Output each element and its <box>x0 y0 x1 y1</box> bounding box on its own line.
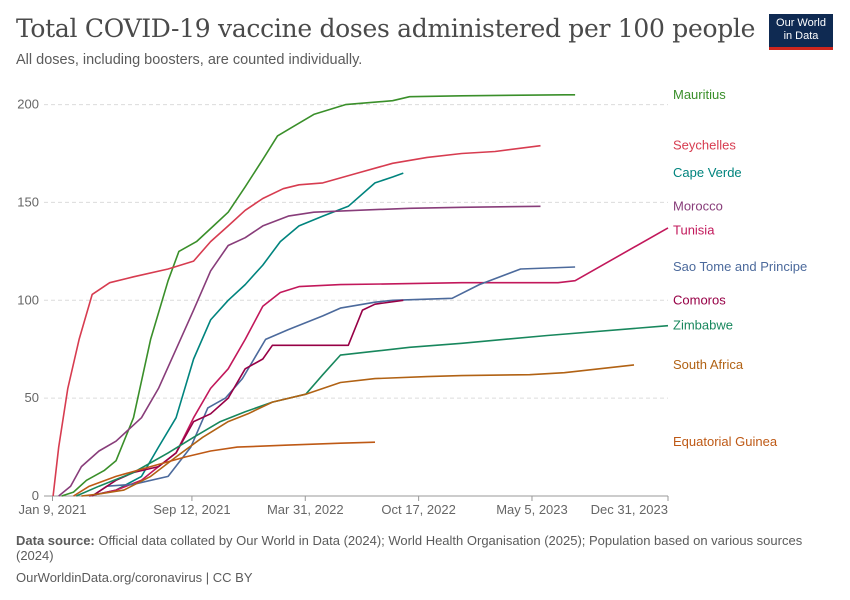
chart-subtitle: All doses, including boosters, are count… <box>16 52 363 68</box>
series-line-equatorial-guinea <box>73 441 376 497</box>
legend-label-mauritius: Mauritius <box>673 87 726 102</box>
series-line-tunisia <box>89 227 669 497</box>
legend-label-cape-verde: Cape Verde <box>673 165 742 180</box>
series-line-seychelles <box>52 144 541 497</box>
series-line-comoros <box>91 299 404 497</box>
y-tick-label: 100 <box>17 292 39 307</box>
x-tick-label: Mar 31, 2022 <box>267 502 344 517</box>
y-tick-label: 150 <box>17 194 39 209</box>
legend-label-zimbabwe: Zimbabwe <box>673 318 733 333</box>
logo-line-1: Our World <box>776 17 826 29</box>
y-tick-label: 200 <box>17 97 39 112</box>
y-tick-label: 0 <box>32 488 39 503</box>
series-line-sao-tome-and-principe <box>91 266 576 497</box>
legend-label-south-africa: South Africa <box>673 357 744 372</box>
line-chart: 0 50 100 150 200 Jan 9, 2021 Sep 12, 2021 Mar 3… <box>17 87 807 517</box>
series-line-zimbabwe <box>75 324 669 497</box>
series-line-south-africa <box>81 364 635 497</box>
legend-label-tunisia: Tunisia <box>673 222 715 237</box>
data-source-text: Official data collated by Our World in D… <box>16 533 803 563</box>
series-line-cape-verde <box>89 172 404 497</box>
data-source-note: Data source: Official data collated by O… <box>16 533 816 563</box>
legend-label-morocco: Morocco <box>673 198 723 213</box>
x-tick-label: Dec 31, 2023 <box>591 502 668 517</box>
legend-label-equatorial-guinea: Equatorial Guinea <box>673 434 778 449</box>
source-url[interactable]: OurWorldinData.org/coronavirus | CC BY <box>16 570 253 585</box>
x-tick-label: Jan 9, 2021 <box>19 502 87 517</box>
chart-title: Total COVID-19 vaccine doses administere… <box>16 14 756 43</box>
series-line-morocco <box>58 205 541 497</box>
logo-line-2: in Data <box>783 30 819 42</box>
series-line-mauritius <box>61 94 576 497</box>
legend-label-sao-tome-and-principe: Sao Tome and Principe <box>673 259 807 274</box>
owid-logo[interactable]: Our World in Data <box>769 14 833 50</box>
x-tick-label: Oct 17, 2022 <box>381 502 455 517</box>
x-tick-label: May 5, 2023 <box>496 502 568 517</box>
legend-label-seychelles: Seychelles <box>673 138 736 153</box>
data-source-label: Data source: <box>16 533 95 548</box>
x-tick-label: Sep 12, 2021 <box>153 502 230 517</box>
y-tick-label: 50 <box>25 390 39 405</box>
legend-label-comoros: Comoros <box>673 292 726 307</box>
